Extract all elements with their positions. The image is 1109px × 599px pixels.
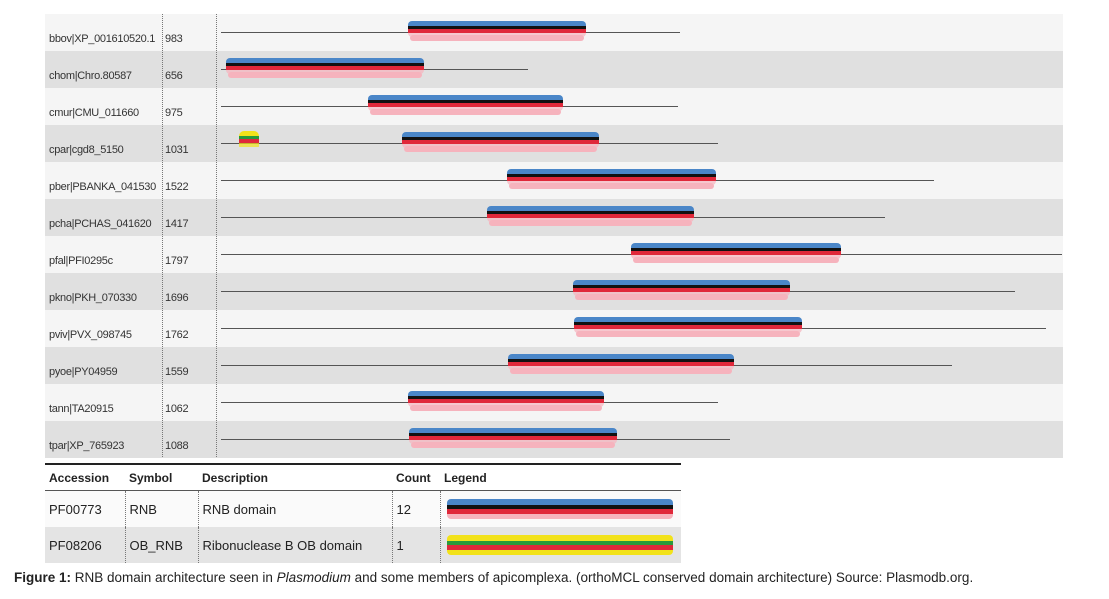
domain-shadow [489, 220, 692, 226]
rnb-domain-bar [408, 391, 604, 407]
rnb-domain-bar [508, 354, 734, 370]
legend-row: PF08206 OB_RNB Ribonuclease B OB domain … [45, 527, 681, 563]
sequence-length: 656 [165, 70, 183, 82]
domain-shadow [575, 294, 788, 300]
accession-label: pkno|PKH_070330 [49, 292, 137, 304]
architecture-row: pviv|PVX_098745 1762 [45, 310, 1063, 347]
domain-shadow [370, 109, 561, 115]
legend-symbol: OB_RNB [125, 527, 199, 563]
domain-shadow [509, 183, 714, 189]
accession-label: pviv|PVX_098745 [49, 329, 132, 341]
domain-shadow [510, 368, 732, 374]
length-track-divider [216, 14, 217, 457]
sequence-length: 1522 [165, 181, 189, 193]
header-symbol: Symbol [125, 463, 198, 491]
rnb-domain-bar [226, 58, 424, 74]
domain-shadow [228, 72, 422, 78]
domain-shadow [410, 405, 602, 411]
accession-label: pcha|PCHAS_041620 [49, 218, 152, 230]
rnb-domain-bar [368, 95, 563, 111]
ob-rnb-legend-swatch [446, 535, 673, 555]
legend-swatch-cell [440, 527, 681, 563]
rnb-domain-bar [402, 132, 599, 148]
rnb-domain-bar [408, 21, 586, 37]
rnb-domain-bar [409, 428, 617, 444]
accession-label: bbov|XP_001610520.1 [49, 33, 156, 45]
rnb-legend-swatch [446, 499, 673, 519]
legend-count: 12 [392, 490, 441, 527]
accession-label: cmur|CMU_011660 [49, 107, 139, 119]
sequence-length: 1031 [165, 144, 189, 156]
header-count: Count [392, 463, 440, 491]
sequence-length: 1762 [165, 329, 189, 341]
legend-table: Accession Symbol Description Count Legen… [45, 463, 681, 563]
legend-row: PF00773 RNB RNB domain 12 [45, 490, 681, 527]
sequence-length: 975 [165, 107, 183, 119]
architecture-row: pfal|PFI0295c 1797 [45, 236, 1063, 273]
legend-accession: PF08206 [45, 527, 126, 563]
rnb-domain-bar [507, 169, 716, 185]
header-accession: Accession [45, 463, 125, 491]
domain-shadow [410, 35, 584, 41]
legend-swatch-cell [440, 490, 681, 527]
sequence-length: 1417 [165, 218, 189, 230]
caption-text-after: and some members of apicomplexa. (orthoM… [350, 570, 974, 585]
legend-accession: PF00773 [45, 490, 126, 527]
caption-italic: Plasmodium [276, 570, 351, 585]
architecture-row: tann|TA20915 1062 [45, 384, 1063, 421]
domain-shadow [411, 442, 615, 448]
sequence-length: 1062 [165, 403, 189, 415]
rnb-domain-bar [487, 206, 694, 222]
sequence-length: 1797 [165, 255, 189, 267]
figure-caption: Figure 1: RNB domain architecture seen i… [14, 570, 973, 585]
accession-label: chom|Chro.80587 [49, 70, 132, 82]
legend-symbol: RNB [125, 490, 199, 527]
header-description: Description [198, 463, 392, 491]
rnb-domain-bar [631, 243, 841, 259]
sequence-length: 1088 [165, 440, 189, 452]
architecture-row: cmur|CMU_011660 975 [45, 88, 1063, 125]
architecture-row: pber|PBANKA_041530 1522 [45, 162, 1063, 199]
sequence-length: 1696 [165, 292, 189, 304]
legend-count: 1 [392, 527, 441, 563]
rnb-domain-bar [573, 280, 790, 296]
architecture-row: bbov|XP_001610520.1 983 [45, 14, 1063, 51]
architecture-row: cpar|cgd8_5150 1031 [45, 125, 1063, 162]
architecture-row: pyoe|PY04959 1559 [45, 347, 1063, 384]
domain-shadow [633, 257, 839, 263]
architecture-row: pcha|PCHAS_041620 1417 [45, 199, 1063, 236]
sequence-length: 983 [165, 33, 183, 45]
domain-shadow [404, 146, 597, 152]
domain-shadow [576, 331, 800, 337]
ob-rnb-domain-bar [239, 131, 259, 151]
sequence-length: 1559 [165, 366, 189, 378]
header-legend: Legend [440, 463, 681, 491]
legend-description: RNB domain [198, 490, 393, 527]
legend-description: Ribonuclease B OB domain [198, 527, 393, 563]
accession-label: tpar|XP_765923 [49, 440, 125, 452]
domain-architecture-panel: bbov|XP_001610520.1 983 chom|Chro.80587 656… [45, 14, 1063, 458]
architecture-row: pkno|PKH_070330 1696 [45, 273, 1063, 310]
accession-label: pyoe|PY04959 [49, 366, 118, 378]
architecture-row: tpar|XP_765923 1088 [45, 421, 1063, 458]
caption-label: Figure 1: [14, 570, 72, 585]
caption-text-before: RNB domain architecture seen in [71, 570, 277, 585]
rnb-domain-bar [574, 317, 802, 333]
legend-header-row: Accession Symbol Description Count Legen… [45, 463, 681, 491]
accession-label: pfal|PFI0295c [49, 255, 113, 267]
accession-label: cpar|cgd8_5150 [49, 144, 124, 156]
architecture-row: chom|Chro.80587 656 [45, 51, 1063, 88]
accession-label: tann|TA20915 [49, 403, 114, 415]
accession-length-divider [162, 14, 163, 457]
accession-label: pber|PBANKA_041530 [49, 181, 156, 193]
